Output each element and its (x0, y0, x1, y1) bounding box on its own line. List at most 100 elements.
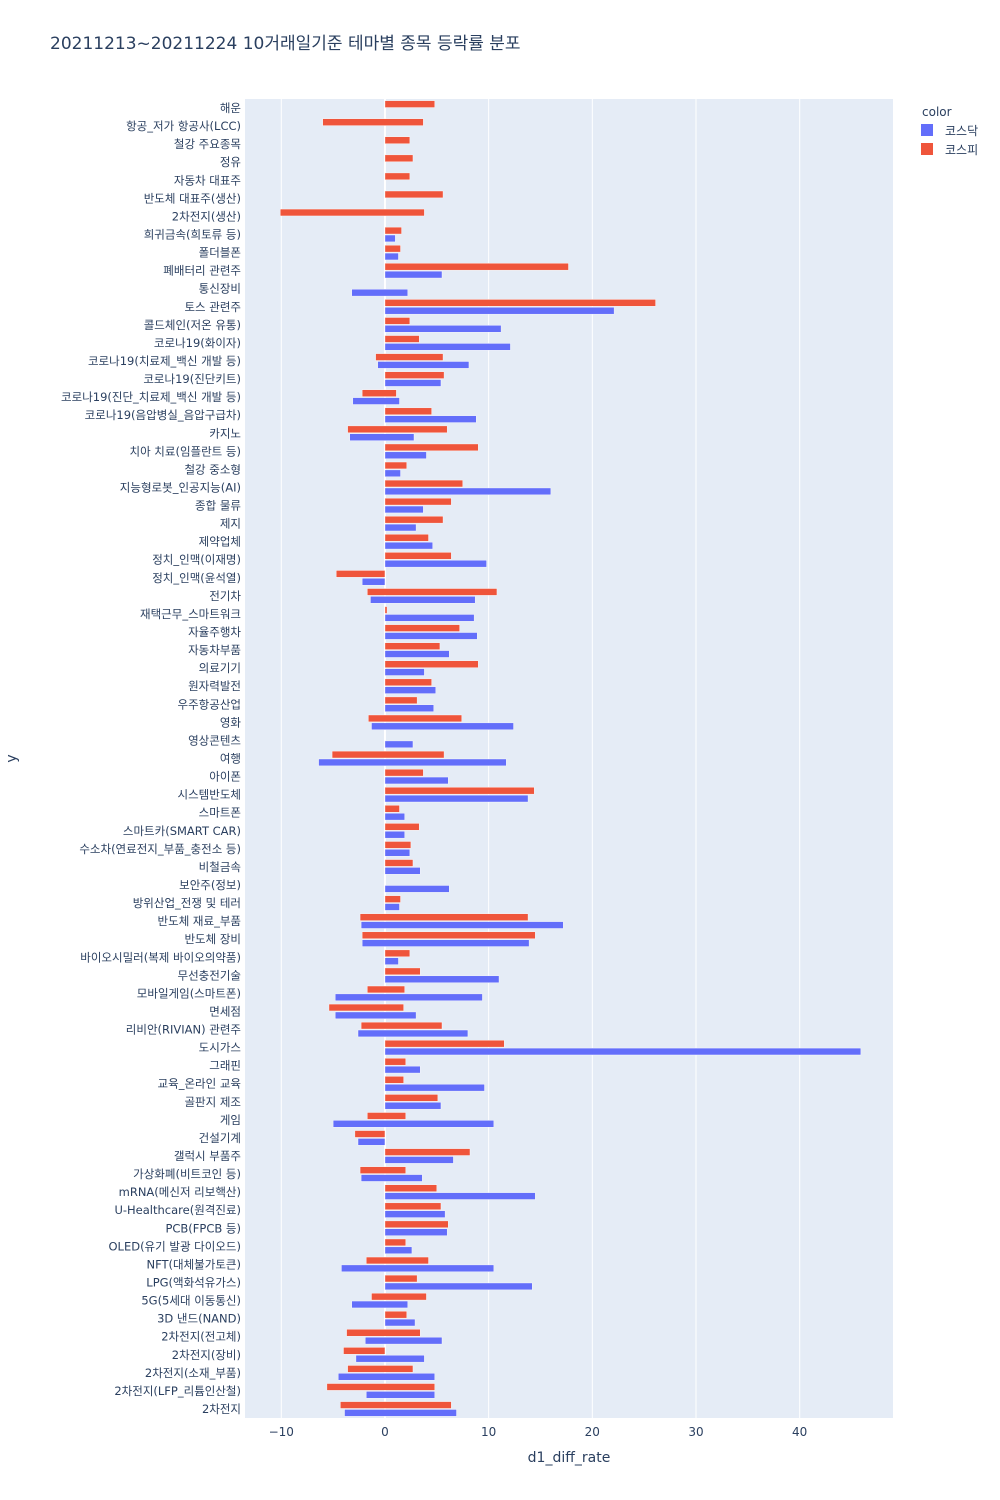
bar-kosdaq[interactable] (384, 379, 442, 387)
bar-kospi[interactable] (384, 245, 401, 253)
bar-kosdaq[interactable] (370, 596, 476, 604)
bar-kosdaq[interactable] (384, 270, 443, 279)
bar-kosdaq[interactable] (384, 541, 433, 550)
bar-kosdaq[interactable] (360, 1174, 423, 1182)
bar-kospi[interactable] (340, 1401, 452, 1409)
bar-kosdaq[interactable] (384, 325, 502, 333)
bar-kospi[interactable] (384, 1148, 471, 1156)
bar-kospi[interactable] (367, 1112, 406, 1120)
bar-kospi[interactable] (384, 154, 414, 162)
bar-kosdaq[interactable] (361, 939, 530, 947)
bar-kospi[interactable] (384, 299, 656, 307)
bar-kosdaq[interactable] (355, 1355, 425, 1363)
bar-kosdaq[interactable] (384, 849, 411, 857)
legend-swatch-kosdaq[interactable] (921, 124, 933, 136)
bar-kospi[interactable] (384, 552, 452, 560)
bar-kospi[interactable] (343, 1347, 386, 1355)
bar-kospi[interactable] (384, 136, 411, 144)
bar-kosdaq[interactable] (335, 1011, 417, 1020)
bar-kospi[interactable] (384, 696, 418, 704)
bar-kospi[interactable] (384, 371, 445, 379)
bar-kosdaq[interactable] (365, 1336, 443, 1345)
bar-kosdaq[interactable] (361, 578, 386, 586)
bar-kospi[interactable] (384, 967, 421, 976)
bar-kosdaq[interactable] (349, 433, 415, 441)
bar-kosdaq[interactable] (357, 1138, 386, 1146)
bar-kospi[interactable] (384, 1184, 438, 1192)
bar-kospi[interactable] (331, 750, 445, 759)
bar-kospi[interactable] (384, 606, 388, 614)
bar-kosdaq[interactable] (384, 794, 529, 803)
bar-kosdaq[interactable] (351, 289, 408, 297)
bar-kospi[interactable] (384, 949, 411, 957)
bar-kosdaq[interactable] (352, 397, 400, 405)
bar-kosdaq[interactable] (384, 252, 399, 261)
bar-kospi[interactable] (384, 534, 429, 542)
bar-kospi[interactable] (359, 1166, 406, 1174)
bar-kospi[interactable] (354, 1130, 386, 1138)
bar-kospi[interactable] (384, 407, 432, 415)
bar-kosdaq[interactable] (360, 921, 564, 929)
bar-kosdaq[interactable] (384, 831, 405, 839)
bar-kospi[interactable] (347, 425, 448, 433)
bar-kospi[interactable] (384, 263, 569, 271)
bar-kosdaq[interactable] (384, 560, 487, 568)
legend-label-kospi[interactable]: 코스피 (945, 143, 978, 157)
bar-kospi[interactable] (384, 1311, 407, 1319)
bar-kospi[interactable] (384, 1040, 505, 1048)
bar-kospi[interactable] (384, 461, 407, 470)
bar-kosdaq[interactable] (351, 1300, 408, 1309)
bar-kosdaq[interactable] (384, 469, 401, 477)
bar-kospi[interactable] (375, 353, 444, 361)
bar-kospi[interactable] (384, 100, 435, 108)
bar-kosdaq[interactable] (332, 1120, 495, 1128)
bar-kospi[interactable] (336, 570, 386, 578)
bar-kosdaq[interactable] (384, 776, 449, 785)
bar-kosdaq[interactable] (384, 1084, 485, 1092)
bar-kosdaq[interactable] (384, 1156, 454, 1164)
bar-kospi[interactable] (371, 1292, 427, 1301)
bar-kospi[interactable] (361, 931, 536, 939)
bar-kospi[interactable] (384, 1238, 406, 1247)
bar-kosdaq[interactable] (384, 903, 400, 911)
bar-kosdaq[interactable] (384, 867, 421, 875)
bar-kospi[interactable] (384, 805, 400, 813)
bar-kospi[interactable] (384, 479, 463, 488)
bar-kosdaq[interactable] (384, 885, 450, 893)
bar-kosdaq[interactable] (384, 1192, 536, 1200)
bar-kospi[interactable] (359, 913, 529, 921)
bar-kosdaq[interactable] (371, 722, 514, 730)
bar-kosdaq[interactable] (384, 1065, 421, 1074)
bar-kospi[interactable] (384, 317, 411, 325)
bar-kospi[interactable] (384, 678, 432, 686)
bar-kospi[interactable] (384, 1058, 406, 1066)
bar-kospi[interactable] (367, 588, 498, 596)
bar-kosdaq[interactable] (384, 975, 500, 983)
bar-kosdaq[interactable] (384, 523, 417, 532)
legend[interactable]: color 코스닥 코스피 (921, 105, 978, 157)
bar-kosdaq[interactable] (384, 1318, 416, 1327)
bar-kosdaq[interactable] (384, 740, 414, 748)
bar-kosdaq[interactable] (357, 1029, 469, 1038)
bar-kosdaq[interactable] (384, 343, 511, 351)
bar-kospi[interactable] (384, 787, 535, 795)
bar-kospi[interactable] (384, 172, 411, 181)
bar-kosdaq[interactable] (384, 1228, 448, 1236)
bar-kosdaq[interactable] (344, 1409, 457, 1417)
bar-kosdaq[interactable] (384, 1246, 413, 1254)
bar-kosdaq[interactable] (338, 1373, 435, 1381)
bar-kosdaq[interactable] (384, 632, 478, 640)
bar-kosdaq[interactable] (384, 704, 434, 712)
bar-kospi[interactable] (384, 1076, 404, 1084)
bar-kospi[interactable] (384, 1202, 442, 1210)
bar-kospi[interactable] (384, 516, 444, 524)
bar-kosdaq[interactable] (377, 361, 470, 369)
bar-kospi[interactable] (346, 1329, 421, 1337)
bar-kospi[interactable] (366, 1256, 429, 1265)
bar-kospi[interactable] (384, 497, 452, 506)
bar-kospi[interactable] (384, 895, 401, 903)
bar-kospi[interactable] (384, 823, 420, 831)
bar-kosdaq[interactable] (384, 650, 450, 658)
bar-kospi[interactable] (384, 859, 414, 867)
bar-kospi[interactable] (328, 1003, 404, 1012)
